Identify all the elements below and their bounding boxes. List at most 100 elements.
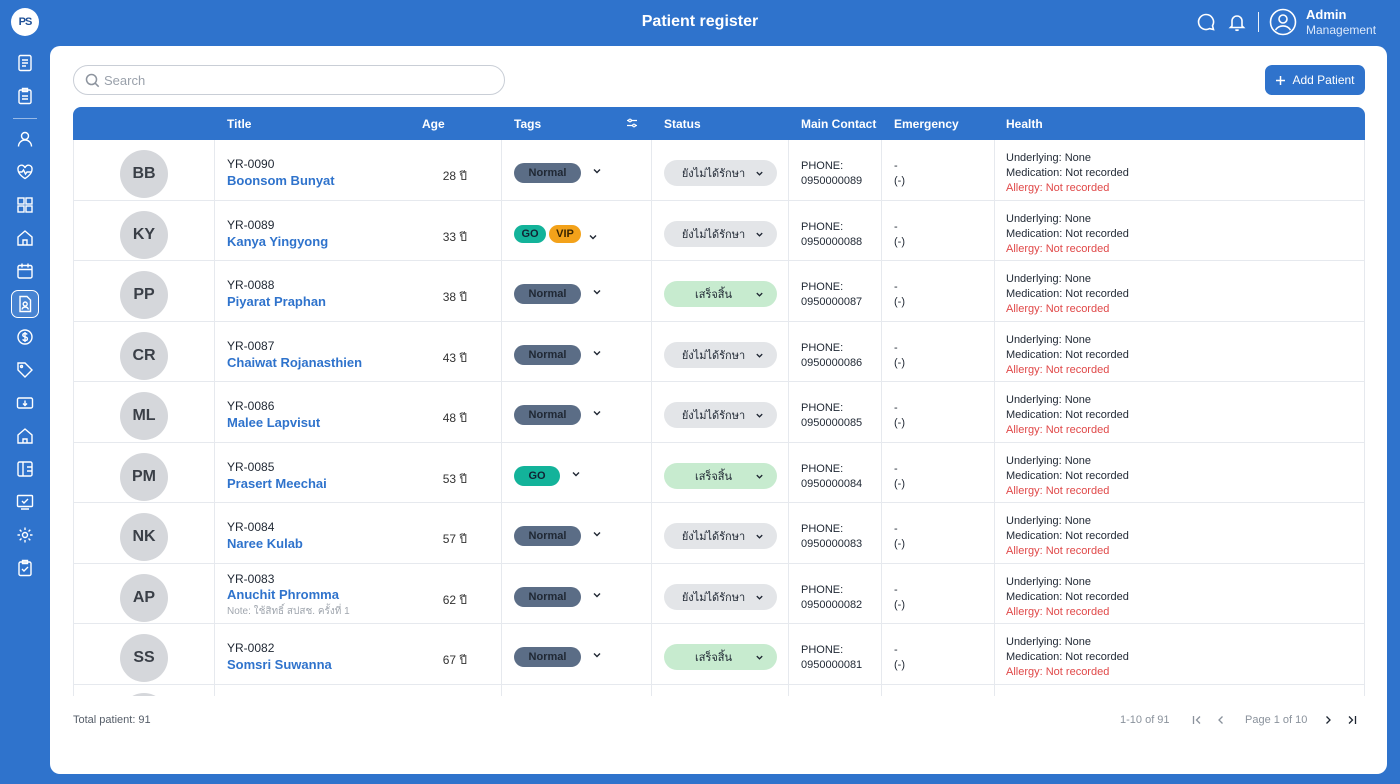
- user-avatar-icon[interactable]: [1269, 8, 1297, 36]
- chat-icon[interactable]: [1195, 11, 1217, 33]
- avatar: SS: [120, 634, 168, 682]
- tag-badge[interactable]: GO: [514, 465, 560, 486]
- emergency-line-2: (-): [894, 538, 905, 550]
- table-row[interactable]: PP YR-0088 Piyarat Praphan 38 ปี Normal เสร็จ…: [73, 261, 1365, 322]
- table-row[interactable]: NK YR-0084 Naree Kulab 57 ปี Normal ยังไม่ได้…: [73, 503, 1365, 564]
- patient-name-link[interactable]: Kanya Yingyong: [227, 233, 329, 249]
- sidebar-payment-icon[interactable]: [13, 391, 37, 415]
- add-patient-button[interactable]: Add Patient: [1265, 65, 1365, 95]
- column-title[interactable]: Title: [227, 117, 252, 131]
- emergency-contact: - (-): [894, 341, 905, 371]
- sidebar-calendar-icon[interactable]: [13, 259, 37, 283]
- app-logo[interactable]: PS: [11, 8, 39, 36]
- sidebar-patient-register-icon[interactable]: [11, 290, 39, 318]
- column-divider: [501, 140, 502, 696]
- tags-dropdown-chevron-icon[interactable]: [592, 345, 602, 363]
- sidebar-document-icon[interactable]: [13, 51, 37, 75]
- tag-filter-icon[interactable]: [626, 117, 638, 129]
- status-dropdown[interactable]: ยังไม่ได้รักษา: [664, 583, 777, 610]
- tags-dropdown-chevron-icon[interactable]: [571, 466, 581, 484]
- bell-icon[interactable]: [1226, 11, 1248, 33]
- patient-name-link[interactable]: Chaiwat Rojanasthien: [227, 354, 363, 370]
- table-row[interactable]: ML YR-0086 Malee Lapvisut 48 ปี Normal ยังไม่…: [73, 382, 1365, 443]
- status-dropdown[interactable]: ยังไม่ได้รักษา: [664, 402, 777, 428]
- tag-badge[interactable]: Normal: [514, 647, 581, 667]
- tag-badge[interactable]: Normal: [514, 405, 581, 425]
- emergency-contact: - (-): [894, 401, 905, 431]
- column-main-contact[interactable]: Main Contact: [801, 117, 877, 131]
- patient-name-link[interactable]: Anuchit Phromma: [227, 586, 339, 602]
- sidebar-building-icon[interactable]: [13, 424, 37, 448]
- tags-dropdown-chevron-icon[interactable]: [592, 587, 602, 605]
- sidebar-checklist-icon[interactable]: [13, 556, 37, 580]
- table-row[interactable]: AP YR-0083 Anuchit Phromma Note: ใช้สิทธิ์ …: [73, 564, 1365, 624]
- sidebar-tag-icon[interactable]: [13, 358, 37, 382]
- column-age[interactable]: Age: [422, 117, 445, 131]
- health-info: Underlying: None Medication: Not recorded…: [1006, 454, 1129, 499]
- status-chevron-icon: [756, 655, 763, 660]
- status-dropdown[interactable]: ยังไม่ได้รักษา: [664, 523, 777, 549]
- emergency-line-1: -: [894, 220, 898, 233]
- sidebar-settings-icon[interactable]: [13, 523, 37, 547]
- tag-badge[interactable]: Normal: [514, 586, 581, 607]
- underlying-condition: Underlying: None: [1006, 575, 1091, 588]
- status-dropdown[interactable]: ยังไม่ได้รักษา: [664, 160, 777, 186]
- underlying-condition: Underlying: None: [1006, 636, 1091, 648]
- medication: Medication: Not recorded: [1006, 530, 1129, 542]
- health-info: Underlying: None Medication: Not recorded…: [1006, 272, 1129, 317]
- status-dropdown[interactable]: เสร็จสิ้น: [664, 644, 777, 670]
- tag-badge[interactable]: GO: [514, 224, 546, 243]
- column-health[interactable]: Health: [1006, 117, 1043, 131]
- search-input[interactable]: [104, 72, 484, 88]
- table-row[interactable]: SS YR-0082 Somsri Suwanna 67 ปี Normal เสร็จส…: [73, 624, 1365, 685]
- column-status[interactable]: Status: [664, 117, 701, 131]
- prev-page-icon[interactable]: [1215, 714, 1227, 726]
- tag-badge[interactable]: Normal: [514, 163, 581, 183]
- status-dropdown[interactable]: ยังไม่ได้รักษา: [664, 341, 777, 368]
- column-emergency[interactable]: Emergency: [894, 117, 959, 131]
- sidebar-clipboard-icon[interactable]: [13, 84, 37, 108]
- tags-dropdown-chevron-icon[interactable]: [592, 163, 602, 181]
- tags-dropdown-chevron-icon[interactable]: [588, 229, 598, 247]
- patient-name-link[interactable]: Naree Kulab: [227, 536, 303, 551]
- status-label: เสร็จสิ้น: [694, 289, 733, 301]
- column-divider: [994, 140, 995, 696]
- first-page-icon[interactable]: [1191, 714, 1203, 726]
- status-dropdown[interactable]: เสร็จสิ้น: [664, 281, 777, 307]
- sidebar-layout-icon[interactable]: [13, 457, 37, 481]
- sidebar-user-icon[interactable]: [13, 127, 37, 151]
- column-tags[interactable]: Tags: [514, 117, 542, 131]
- status-chevron-icon: [756, 474, 763, 479]
- sidebar-heart-pulse-icon[interactable]: [13, 160, 37, 184]
- add-patient-label: Add Patient: [1292, 73, 1355, 87]
- search-box[interactable]: [73, 65, 505, 95]
- tags-dropdown-chevron-icon[interactable]: [592, 405, 602, 423]
- table-row[interactable]: KY YR-0089 Kanya Yingyong 33 ปี GO VIP ยังไม่ไ…: [73, 201, 1365, 261]
- sidebar-home-icon[interactable]: [13, 226, 37, 250]
- sidebar-dollar-icon[interactable]: [13, 325, 37, 349]
- tag-badge[interactable]: Normal: [514, 344, 581, 365]
- status-dropdown[interactable]: ยังไม่ได้รักษา: [664, 220, 777, 247]
- user-name[interactable]: Admin: [1306, 7, 1347, 22]
- tags-dropdown-chevron-icon[interactable]: [592, 284, 602, 302]
- table-row[interactable]: CR YR-0087 Chaiwat Rojanasthien 43 ปี Normal…: [73, 322, 1365, 382]
- table-row[interactable]: BB YR-0090 Boonsom Bunyat 28 ปี Normal ยังไม่…: [73, 140, 1365, 201]
- tags-dropdown-chevron-icon[interactable]: [592, 647, 602, 665]
- next-page-icon[interactable]: [1322, 714, 1334, 726]
- allergy: Allergy: Not recorded: [1006, 424, 1110, 436]
- table-row[interactable]: PM YR-0085 Prasert Meechai 53 ปี GO เสร็จสิ้น…: [73, 443, 1365, 503]
- patient-name-link[interactable]: Piyarat Praphan: [227, 294, 326, 309]
- tag-badge[interactable]: Normal: [514, 526, 581, 546]
- sidebar-monitor-check-icon[interactable]: [13, 490, 37, 514]
- tag-badge[interactable]: Normal: [514, 284, 581, 304]
- tag-badge[interactable]: VIP: [549, 224, 581, 243]
- status-dropdown[interactable]: เสร็จสิ้น: [664, 462, 777, 489]
- last-page-icon[interactable]: [1346, 714, 1358, 726]
- patient-name-link[interactable]: Somsri Suwanna: [227, 657, 332, 672]
- patient-name-link[interactable]: Malee Lapvisut: [227, 415, 321, 430]
- sidebar-dashboard-icon[interactable]: [13, 193, 37, 217]
- avatar: PP: [120, 271, 168, 319]
- patient-name-link[interactable]: Prasert Meechai: [227, 475, 327, 491]
- tags-dropdown-chevron-icon[interactable]: [592, 526, 602, 544]
- patient-name-link[interactable]: Boonsom Bunyat: [227, 173, 335, 188]
